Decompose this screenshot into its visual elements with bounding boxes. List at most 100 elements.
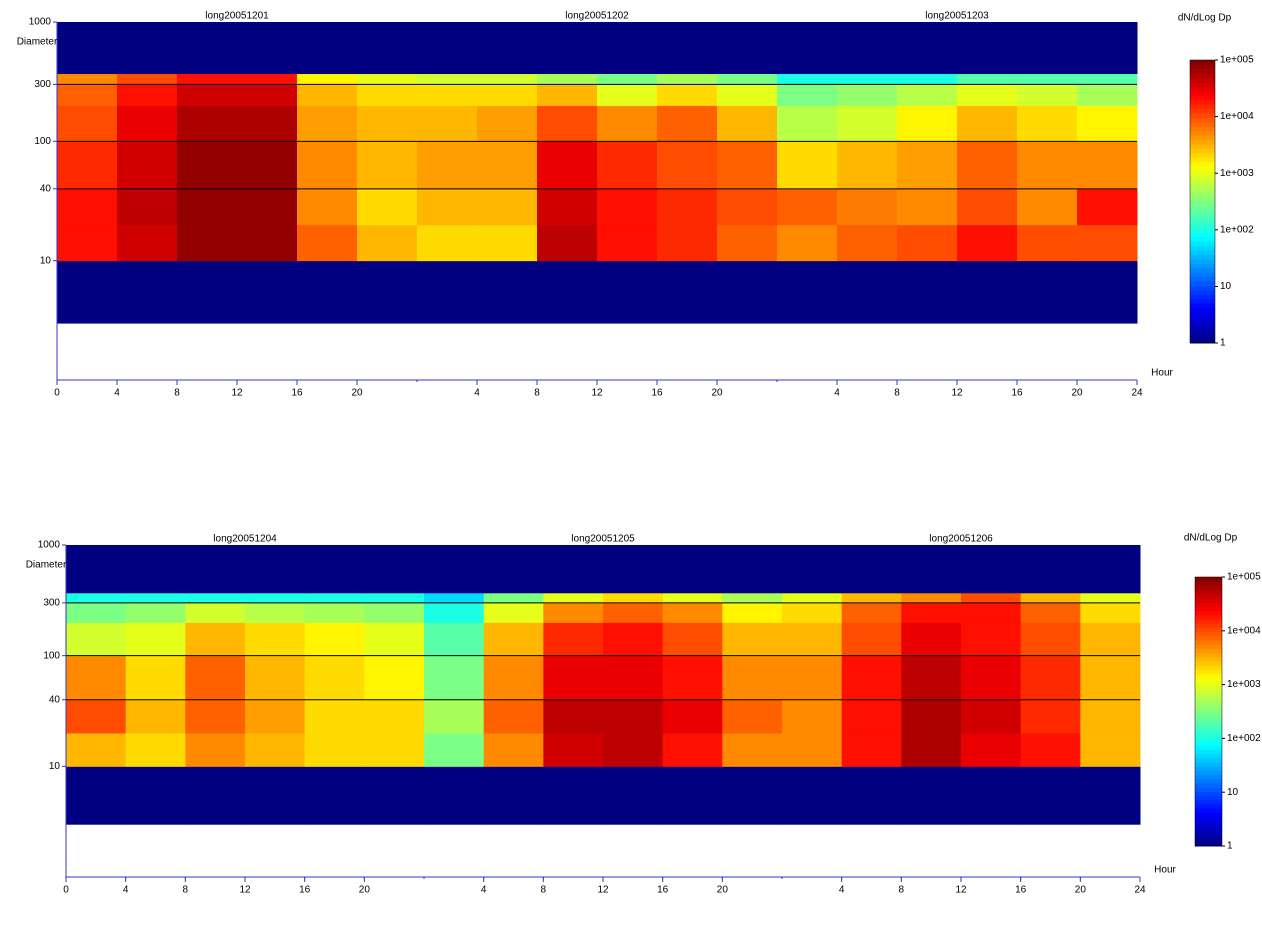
heat-cell	[1080, 655, 1141, 701]
heat-cell	[424, 602, 485, 623]
heat-cell	[125, 699, 186, 734]
heat-cell	[603, 766, 664, 825]
colorbar-step	[1190, 334, 1215, 340]
colorbar-step	[1190, 82, 1215, 88]
heat-cell	[357, 260, 418, 324]
y-tick-label: 300	[43, 598, 60, 609]
heat-cell	[66, 622, 127, 657]
heat-cell	[245, 699, 306, 734]
heat-cell	[901, 699, 962, 734]
heat-cell	[597, 260, 658, 324]
y-tick-label: 10	[49, 761, 61, 772]
heat-cell	[1020, 622, 1081, 657]
heat-cell	[782, 733, 843, 767]
colorbar-step	[1195, 585, 1222, 591]
colorbar-step	[1195, 703, 1222, 708]
x-tick-label: 8	[534, 388, 540, 399]
heat-cell	[662, 766, 723, 825]
heat-cell	[1080, 766, 1141, 825]
x-tick-label: 4	[474, 388, 480, 399]
colorbar-step	[1190, 157, 1215, 163]
heat-cell	[961, 766, 1022, 825]
colorbar-step	[1190, 108, 1215, 114]
y-tick-label: 300	[34, 79, 51, 90]
heat-cell	[364, 602, 425, 623]
x-tick-label: 20	[1071, 388, 1083, 399]
x-tick-label: 16	[1011, 388, 1023, 399]
colorbar-frame	[1189, 59, 1216, 344]
heat-cell	[662, 655, 723, 701]
heat-cell	[424, 545, 485, 594]
colorbar-step	[1195, 774, 1222, 780]
heat-cell	[782, 655, 843, 701]
heat-cell	[717, 105, 778, 142]
heat-cell	[424, 655, 485, 701]
colorbar-step	[1195, 795, 1222, 801]
colorbar-tick-label: 10	[1220, 281, 1232, 292]
heat-cell	[483, 622, 544, 657]
heat-cell	[837, 260, 898, 324]
colorbar-step	[1195, 652, 1222, 658]
x-tick-label: 12	[597, 885, 609, 896]
colorbar-step	[1190, 294, 1215, 300]
colorbar-step	[1195, 736, 1222, 742]
colorbar-step	[1195, 602, 1222, 607]
heat-cell	[1017, 22, 1078, 75]
colorbar-step	[1190, 148, 1215, 154]
heat-cell	[177, 141, 238, 190]
heat-cell	[722, 592, 783, 604]
colorbar-step	[1190, 170, 1215, 176]
heat-cell	[185, 766, 246, 825]
heat-cell	[57, 188, 118, 226]
colorbar-label: dN/dLog Dp	[1184, 533, 1238, 544]
heat-cell	[597, 73, 658, 85]
colorbar-step	[1190, 254, 1215, 260]
colorbar-label: dN/dLog Dp	[1178, 13, 1232, 24]
colorbar-step	[1195, 833, 1222, 839]
heat-cell	[125, 622, 186, 657]
colorbar-step	[1195, 631, 1222, 637]
colorbar-step	[1190, 232, 1215, 238]
heat-cell	[1020, 545, 1081, 594]
heat-cell	[237, 188, 298, 226]
x-tick-label: 16	[651, 388, 663, 399]
heat-cell	[777, 224, 838, 262]
colorbar-step	[1195, 745, 1222, 750]
heat-cell	[777, 22, 838, 75]
colorbar-step	[1190, 144, 1215, 149]
heat-cell	[777, 105, 838, 142]
heat-cell	[237, 84, 298, 106]
heat-cell	[841, 592, 902, 604]
heat-cell	[304, 592, 365, 604]
colorbar-step	[1195, 808, 1222, 813]
heat-cell	[177, 224, 238, 262]
colorbar-step	[1195, 593, 1222, 599]
heat-cell	[543, 733, 604, 767]
colorbar-step	[1190, 117, 1215, 123]
heat-cell	[1080, 622, 1141, 657]
heat-cell	[543, 766, 604, 825]
colorbar-tick-label: 1e+004	[1220, 111, 1254, 122]
heat-cell	[722, 766, 783, 825]
x-tick-label: 4	[114, 388, 120, 399]
colorbar-step	[1195, 837, 1222, 843]
heat-cell	[66, 699, 127, 734]
heat-cell	[477, 260, 538, 324]
heat-cell	[66, 545, 127, 594]
heat-cell	[837, 22, 898, 75]
colorbar-step	[1190, 223, 1215, 229]
heat-cell	[597, 188, 658, 226]
heat-cell	[57, 84, 118, 106]
colorbar-step	[1190, 192, 1215, 198]
heat-cell	[901, 602, 962, 623]
colorbar-step	[1190, 267, 1215, 273]
heat-cell	[245, 766, 306, 825]
heat-cell	[364, 655, 425, 701]
heat-cell	[1077, 105, 1138, 142]
heat-cell	[483, 733, 544, 767]
heat-cell	[304, 733, 365, 767]
heat-cell	[543, 602, 604, 623]
heat-cell	[957, 188, 1018, 226]
heat-cell	[483, 655, 544, 701]
heat-cell	[597, 141, 658, 190]
